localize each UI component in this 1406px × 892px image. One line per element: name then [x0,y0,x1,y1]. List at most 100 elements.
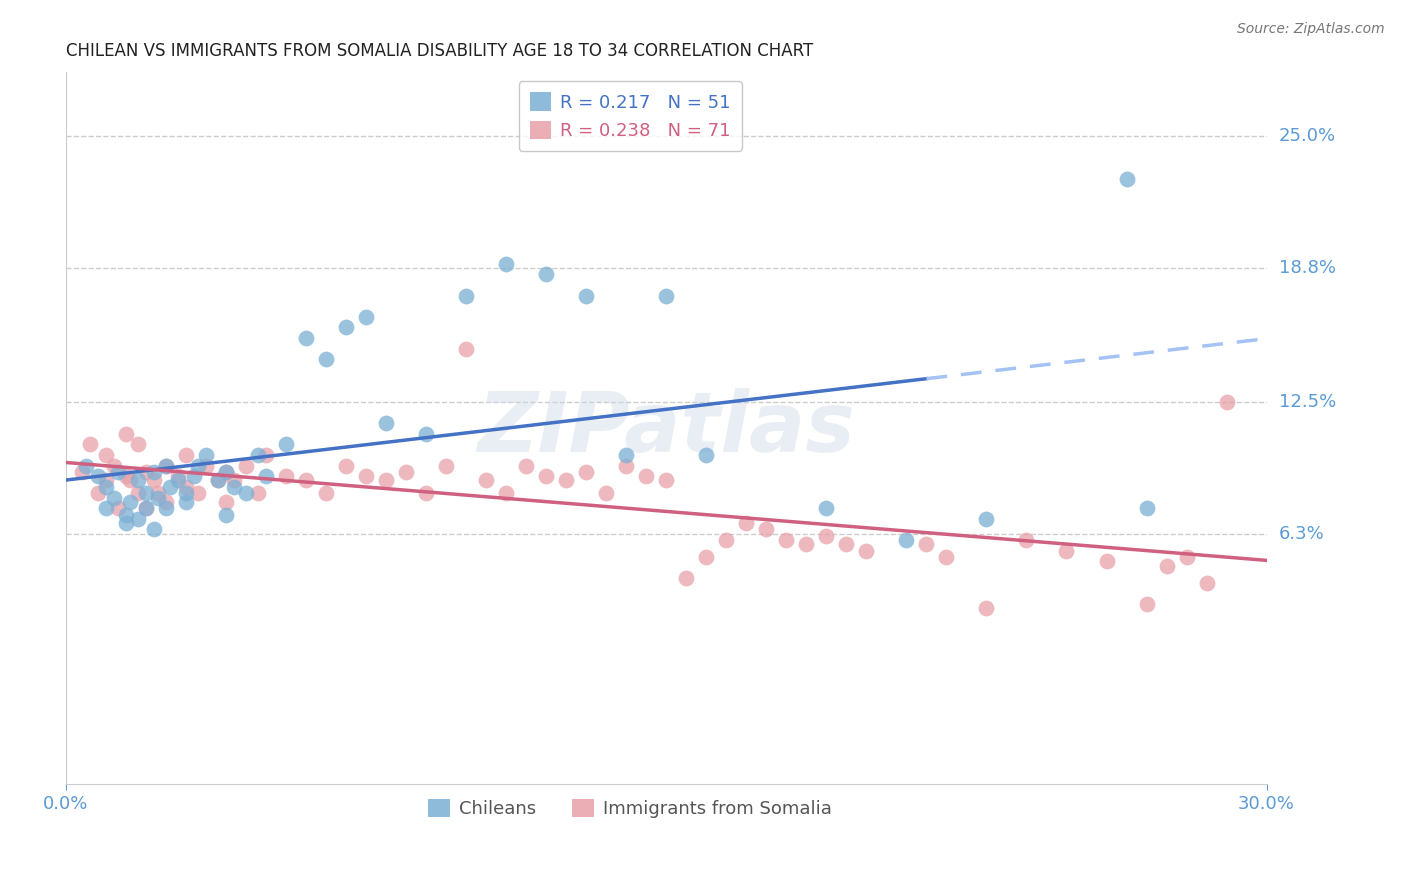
Text: ZIPatlas: ZIPatlas [477,388,855,469]
Point [575,465,598,479]
Point [1095,554,1118,568]
Point [896,533,918,547]
Point [135,501,157,516]
Point [415,486,437,500]
Point [235,458,257,473]
Point [434,458,457,473]
Point [118,495,141,509]
Point [70,465,93,479]
Point [167,469,190,483]
Point [976,601,998,615]
Point [115,426,138,441]
Point [835,537,858,551]
Point [794,537,817,551]
Point [222,480,245,494]
Point [187,486,209,500]
Point [246,486,269,500]
Point [855,543,877,558]
Point [335,458,357,473]
Point [183,469,205,483]
Point [159,480,181,494]
Point [695,549,717,564]
Point [107,501,129,516]
Point [655,474,678,488]
Point [735,516,758,530]
Point [295,474,318,488]
Point [515,458,537,473]
Point [354,310,377,324]
Point [215,508,238,522]
Point [815,501,838,516]
Point [695,448,717,462]
Point [655,288,678,302]
Text: 18.8%: 18.8% [1278,259,1336,277]
Text: 6.3%: 6.3% [1278,524,1324,542]
Point [94,501,117,516]
Point [107,465,129,479]
Point [1135,501,1157,516]
Point [555,474,578,488]
Point [246,448,269,462]
Point [235,486,257,500]
Point [155,458,177,473]
Point [155,458,177,473]
Point [187,458,209,473]
Point [103,491,125,505]
Point [142,465,165,479]
Point [142,522,165,536]
Text: Source: ZipAtlas.com: Source: ZipAtlas.com [1237,22,1385,37]
Point [135,465,157,479]
Point [146,491,169,505]
Point [716,533,738,547]
Point [155,495,177,509]
Text: 25.0%: 25.0% [1278,128,1336,145]
Point [815,529,838,543]
Point [127,437,149,451]
Point [215,495,238,509]
Point [1056,543,1078,558]
Point [274,437,297,451]
Point [614,448,637,462]
Point [534,469,557,483]
Point [115,508,138,522]
Point [215,465,238,479]
Point [127,486,149,500]
Point [135,486,157,500]
Point [315,352,337,367]
Point [636,469,658,483]
Point [118,474,141,488]
Point [274,469,297,483]
Point [174,486,197,500]
Point [534,268,557,282]
Point [614,458,637,473]
Point [495,486,517,500]
Point [375,474,398,488]
Point [254,448,277,462]
Point [454,288,477,302]
Point [155,501,177,516]
Point [75,458,97,473]
Point [174,495,197,509]
Point [194,458,217,473]
Point [94,448,117,462]
Point [215,465,238,479]
Point [142,474,165,488]
Point [454,342,477,356]
Point [207,474,229,488]
Point [115,469,138,483]
Point [127,474,149,488]
Point [1175,549,1198,564]
Text: 12.5%: 12.5% [1278,392,1336,411]
Point [675,571,697,585]
Point [94,480,117,494]
Point [207,474,229,488]
Point [354,469,377,483]
Point [87,469,110,483]
Point [915,537,938,551]
Point [1135,597,1157,611]
Point [135,501,157,516]
Point [115,516,138,530]
Point [935,549,957,564]
Point [146,486,169,500]
Point [1115,171,1137,186]
